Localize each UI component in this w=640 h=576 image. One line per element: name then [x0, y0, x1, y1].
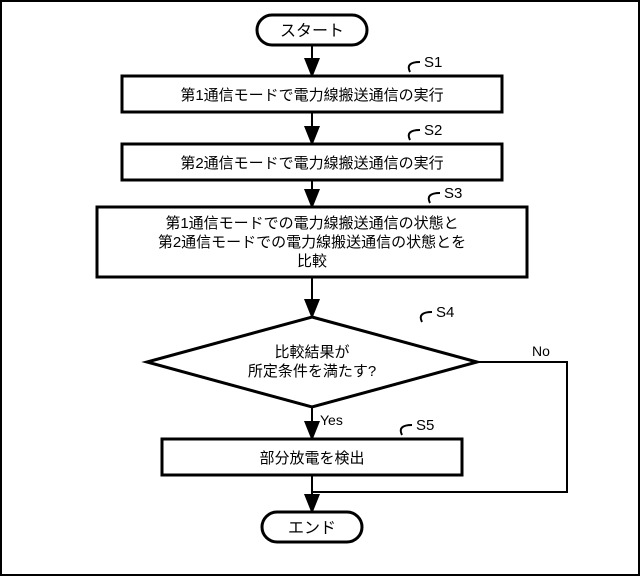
s3-label: S3 — [444, 185, 462, 202]
s4-label: S4 — [436, 304, 454, 321]
s4-no-label: No — [532, 343, 550, 359]
node-s5-text: 部分放電を検出 — [259, 450, 364, 467]
s3-label-curve — [429, 193, 440, 203]
node-s3-text1: 第1通信モードでの電力線搬送通信の状態と — [165, 214, 458, 232]
s4-label-curve — [421, 312, 432, 322]
node-s1-text: 第1通信モードで電力線搬送通信の実行 — [180, 86, 443, 104]
node-end-text: エンド — [288, 520, 336, 537]
node-s3-text3: 比較 — [297, 252, 327, 270]
s5-label-curve — [401, 425, 412, 435]
flowchart-frame: スタート S1 第1通信モードで電力線搬送通信の実行 S2 第2通信モードで電力… — [0, 0, 640, 576]
s5-label: S5 — [416, 417, 434, 434]
s1-label-curve — [409, 62, 420, 72]
node-s4 — [147, 317, 477, 407]
node-s4-text1: 比較結果が — [274, 343, 349, 361]
s2-label-curve — [409, 130, 420, 140]
s1-label: S1 — [424, 54, 442, 71]
node-s3-text2: 第2通信モードでの電力線搬送通信の状態とを — [158, 233, 466, 251]
s4-yes-label: Yes — [320, 412, 343, 428]
node-s4-text2: 所定条件を満たす? — [248, 363, 376, 380]
flowchart-svg: スタート S1 第1通信モードで電力線搬送通信の実行 S2 第2通信モードで電力… — [2, 2, 638, 574]
node-start-text: スタート — [280, 22, 344, 40]
node-s2-text: 第2通信モードで電力線搬送通信の実行 — [180, 154, 443, 172]
s2-label: S2 — [424, 122, 442, 139]
